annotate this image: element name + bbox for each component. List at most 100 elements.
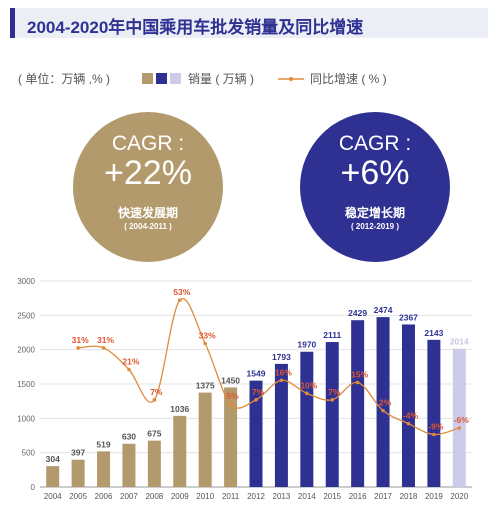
legend-swatch-lavender <box>170 73 181 84</box>
bar-value-label: 2367 <box>399 312 418 322</box>
growth-point <box>101 346 106 350</box>
growth-label: -4% <box>403 411 419 421</box>
bar <box>249 380 263 487</box>
growth-label: 7% <box>252 387 265 397</box>
y-tick-label: 2500 <box>17 311 35 320</box>
bar-value-label: 1036 <box>170 404 189 414</box>
legend: ( 单位：万辆 ,% ) 销量 ( 万辆 ) 同比增速 ( % ) <box>18 70 387 87</box>
cagr-value: +6% <box>340 154 410 192</box>
x-tick-label: 2005 <box>69 492 87 501</box>
growth-label: 53% <box>173 287 190 297</box>
bar-value-label: 1793 <box>272 352 291 362</box>
bar <box>122 443 136 487</box>
bar <box>97 451 111 487</box>
cagr-value: +22% <box>104 154 192 192</box>
cagr-label: CAGR : <box>338 132 412 155</box>
bar-value-label: 630 <box>122 432 136 442</box>
x-tick-label: 2013 <box>273 492 291 501</box>
cagr-label: CAGR : <box>111 132 185 155</box>
bar <box>325 342 339 487</box>
y-tick-label: 2000 <box>17 346 35 355</box>
bar-value-label: 304 <box>46 454 60 464</box>
y-tick-label: 1500 <box>17 380 35 389</box>
bar <box>147 440 161 487</box>
bar-value-label: 2143 <box>424 328 443 338</box>
growth-point <box>203 341 207 346</box>
x-tick-label: 2016 <box>349 492 367 501</box>
cagr-circle-stable: CAGR : +6% 稳定增长期 ( 2012-2019 ) <box>300 112 450 262</box>
bar <box>224 387 238 487</box>
growth-point <box>355 380 360 385</box>
growth-label: -9% <box>428 422 444 432</box>
bar <box>274 363 288 487</box>
bar-value-label: 2111 <box>323 330 341 340</box>
bar-value-label: 2429 <box>348 308 367 318</box>
title-bar: 2004-2020年中国乘用车批发销量及同比增速 <box>10 8 488 38</box>
bar-value-label: 1549 <box>247 369 266 379</box>
growth-point <box>432 432 436 437</box>
growth-label: 7% <box>328 387 341 397</box>
phase-name: 快速发展期 <box>117 206 178 220</box>
growth-point <box>406 421 411 426</box>
bar <box>46 466 60 487</box>
growth-point <box>228 402 233 406</box>
chart-title: 2004-2020年中国乘用车批发销量及同比增速 <box>27 18 364 37</box>
phase-period: ( 2004-2011 ) <box>124 222 172 231</box>
growth-label: 33% <box>199 331 216 341</box>
phase-period: ( 2012-2019 ) <box>350 222 400 231</box>
y-tick-label: 500 <box>22 449 36 458</box>
bar-value-label: 2474 <box>374 305 393 315</box>
bar <box>198 392 212 487</box>
legend-line-icon <box>278 76 304 81</box>
x-tick-label: 2010 <box>196 492 214 501</box>
y-tick-label: 3000 <box>17 277 35 286</box>
growth-point <box>279 378 284 383</box>
bar-value-label: 1970 <box>297 340 316 350</box>
x-tick-label: 2014 <box>298 492 316 501</box>
y-tick-label: 1000 <box>17 414 35 423</box>
bar <box>427 339 441 487</box>
bar-value-label: 675 <box>147 429 161 439</box>
growth-point <box>330 398 335 402</box>
bar-value-label: 519 <box>96 439 110 449</box>
x-tick-label: 2007 <box>120 492 138 501</box>
x-tick-label: 2011 <box>222 492 240 501</box>
x-tick-label: 2012 <box>247 492 265 501</box>
x-tick-label: 2018 <box>400 492 418 501</box>
unit-label: ( 单位：万辆 ,% ) <box>18 72 110 86</box>
x-tick-label: 2006 <box>95 492 113 501</box>
x-tick-label: 2017 <box>374 492 392 501</box>
x-tick-label: 2009 <box>171 492 189 501</box>
legend-growth-label: 同比增速 ( % ) <box>310 72 387 86</box>
cagr-circle-fast: CAGR : +22% 快速发展期 ( 2004-2011 ) <box>73 112 223 262</box>
growth-label: 16% <box>275 367 292 377</box>
growth-label: -6% <box>454 415 470 425</box>
y-tick-label: 0 <box>31 483 36 492</box>
growth-point <box>127 367 131 372</box>
bar-value-label: 1450 <box>221 375 240 385</box>
bar <box>300 351 314 487</box>
x-tick-label: 2004 <box>44 492 62 501</box>
growth-label: 31% <box>72 335 89 345</box>
bar <box>71 459 85 487</box>
x-tick-label: 2015 <box>323 492 341 501</box>
growth-point <box>254 398 258 402</box>
growth-point <box>152 398 157 402</box>
growth-point <box>381 408 385 413</box>
bar-value-label: 1375 <box>196 381 215 391</box>
phase-name: 稳定增长期 <box>344 206 405 220</box>
growth-label: 7% <box>150 387 163 397</box>
legend-swatch-gold <box>142 73 153 84</box>
bar <box>401 324 415 487</box>
bar-value-label: 2014 <box>450 337 469 347</box>
growth-label: 21% <box>122 357 139 367</box>
x-tick-label: 2019 <box>425 492 443 501</box>
growth-label: 31% <box>97 335 114 345</box>
x-tick-label: 2020 <box>450 492 468 501</box>
growth-point <box>76 346 80 350</box>
growth-label: 5% <box>226 391 239 401</box>
legend-sales-label: 销量 ( 万辆 ) <box>188 72 254 86</box>
bar <box>351 320 365 487</box>
x-tick-label: 2008 <box>145 492 163 501</box>
